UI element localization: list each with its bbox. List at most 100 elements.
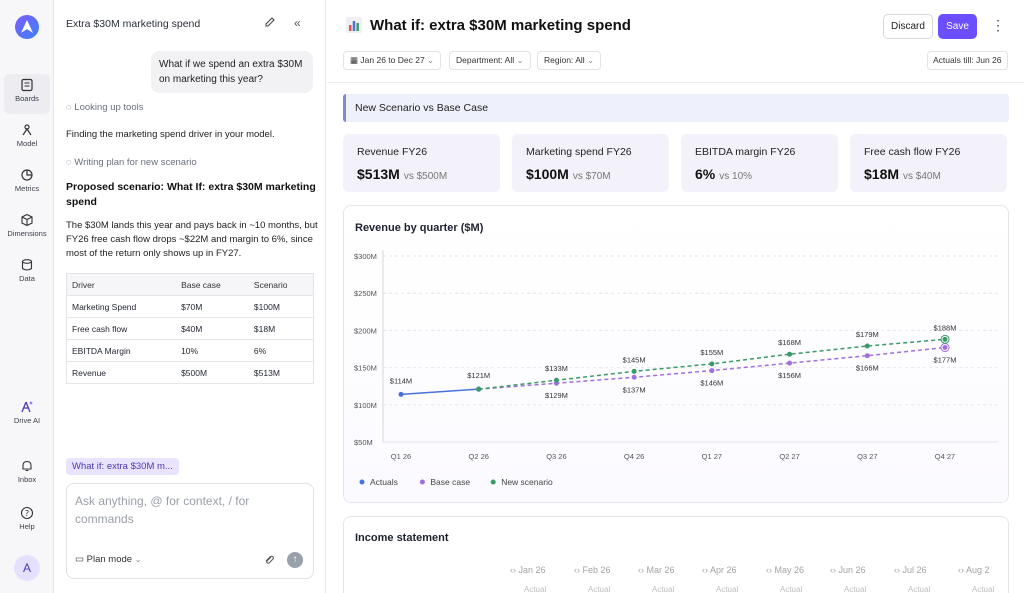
data-label: $156M <box>778 371 801 380</box>
data-point <box>864 353 870 359</box>
kpi-value: $513M <box>357 166 400 182</box>
plan-mode-dropdown[interactable]: ▭ Plan mode ⌄ <box>75 554 141 565</box>
table-cell: $500M <box>176 361 249 384</box>
rail-item-drive-ai[interactable]: Drive AI <box>4 396 50 436</box>
chat-input[interactable] <box>75 492 305 536</box>
table-cell: $513M <box>248 361 314 384</box>
y-tick-label: $200M <box>354 326 377 335</box>
bell-icon <box>22 460 32 472</box>
month-header[interactable]: ‹› Jun 26 <box>830 565 866 575</box>
table-row: Free cash flow $40M $18M <box>66 317 314 340</box>
more-options-icon[interactable]: ⋮ <box>991 17 1005 33</box>
filter-label: Region: All <box>544 55 585 65</box>
month-header[interactable]: ‹› Mar 26 <box>638 565 675 575</box>
rail-item-help[interactable]: ? Help <box>4 502 50 542</box>
month-subheader: Actual <box>652 585 675 593</box>
x-tick-label: Q3 26 <box>546 452 566 461</box>
app-logo[interactable] <box>15 15 39 39</box>
send-button[interactable]: ↑ <box>287 552 303 568</box>
y-tick-label: $250M <box>354 289 377 298</box>
data-point <box>864 343 870 349</box>
kpi-value-row: 6% vs 10% <box>695 166 752 182</box>
filter-label: Jan 26 to Dec 27 <box>360 55 425 65</box>
chart-title: Revenue by quarter ($M) <box>355 222 484 234</box>
revenue-chart-card: Revenue by quarter ($M) $50M $100M $150M $2… <box>343 205 1009 503</box>
month-subheader: Actual <box>908 585 931 593</box>
series-line-actuals <box>400 388 479 396</box>
table-cell: 6% <box>248 339 314 362</box>
y-tick-label: $50M <box>354 438 373 447</box>
income-statement-card: Income statement ‹› Jan 26 Actual ‹› Feb 2… <box>343 516 1009 593</box>
paperclip-icon[interactable] <box>263 554 275 566</box>
month-subheader: Actual <box>780 585 803 593</box>
y-tick-label: $100M <box>354 401 377 410</box>
step-text: Looking up tools <box>74 102 144 113</box>
rail-item-data[interactable]: Data <box>4 254 50 294</box>
drivers-table: Driver Base case Scenario Marketing Spen… <box>66 273 314 384</box>
scenario-context-chip[interactable]: What if: extra $30M m... <box>66 458 179 475</box>
plan-mode-label: Plan mode <box>86 554 133 565</box>
table-cell: Marketing Spend <box>66 295 177 318</box>
rail-label: Boards <box>15 94 39 103</box>
rail-label: Dimensions <box>7 229 47 238</box>
collapse-icon[interactable]: « <box>294 16 301 30</box>
table-cell: $40M <box>176 317 249 340</box>
data-label: $114M <box>390 376 412 385</box>
chevron-down-icon: ⌄ <box>587 55 595 65</box>
page-title: What if: extra $30M marketing spend <box>370 17 631 34</box>
rail-item-boards[interactable]: Boards <box>4 74 50 114</box>
kpi-card-free-cash-flow[interactable]: Free cash flow FY26 $18M vs $40M <box>850 134 1007 192</box>
month-header[interactable]: ‹› May 26 <box>766 565 805 575</box>
kpi-label: Free cash flow FY26 <box>864 146 961 158</box>
table-row: Revenue $500M $513M <box>66 361 314 384</box>
rail-item-dimensions[interactable]: Dimensions <box>4 209 50 249</box>
y-tick-label: $150M <box>354 364 377 373</box>
month-header[interactable]: ‹› Aug 2 <box>958 565 990 575</box>
save-button[interactable]: Save <box>938 14 977 39</box>
kpi-card-ebitda-margin[interactable]: EBITDA margin FY26 6% vs 10% <box>681 134 838 192</box>
month-subheader: Actual <box>716 585 739 593</box>
x-tick-label: Q2 27 <box>779 452 799 461</box>
main-content: What if: extra $30M marketing spend Disc… <box>327 0 1024 593</box>
kpi-card-marketing-spend[interactable]: Marketing spend FY26 $100M vs $70M <box>512 134 669 192</box>
kpi-compare: vs $40M <box>903 171 941 182</box>
user-avatar[interactable]: A <box>14 555 40 581</box>
section-header: New Scenario vs Base Case <box>343 94 1009 122</box>
pie-chart-icon <box>21 169 33 181</box>
table-cell: Free cash flow <box>66 317 177 340</box>
x-tick-label: Q4 27 <box>935 452 955 461</box>
table-cell: $18M <box>248 317 314 340</box>
kpi-compare: vs $70M <box>572 171 611 182</box>
legend-swatch <box>359 479 365 485</box>
x-tick-label: Q4 26 <box>624 452 644 461</box>
data-point <box>631 374 637 380</box>
filter-label: Department: All <box>456 55 515 65</box>
month-header[interactable]: ‹› Feb 26 <box>574 565 611 575</box>
department-filter[interactable]: Department: All ⌄ <box>449 51 531 70</box>
region-filter[interactable]: Region: All ⌄ <box>537 51 602 70</box>
x-tick-label: Q2 26 <box>468 452 488 461</box>
rail-item-metrics[interactable]: Metrics <box>4 164 50 204</box>
rail-item-model[interactable]: Model <box>4 119 50 159</box>
edit-icon[interactable] <box>264 16 276 28</box>
month-header[interactable]: ‹› Apr 26 <box>702 565 737 575</box>
data-label: $137M <box>623 385 646 394</box>
rail-label: Model <box>16 139 38 148</box>
kpi-label: Marketing spend FY26 <box>526 146 632 158</box>
date-range-filter[interactable]: ▦ Jan 26 to Dec 27 ⌄ <box>343 51 442 70</box>
discard-button[interactable]: Discard <box>883 14 933 39</box>
revenue-line-chart: $50M $100M $150M $200M $250M $300M Q1 26 Q2 26 Q… <box>354 250 998 487</box>
rail-item-inbox[interactable]: Inbox <box>4 455 50 495</box>
step-writing-plan: ◌ Writing plan for new scenario <box>66 157 197 168</box>
month-subheader: Actual <box>972 585 995 593</box>
data-label: $133M <box>545 364 568 373</box>
month-header[interactable]: ‹› Jul 26 <box>894 565 927 575</box>
kpi-card-revenue[interactable]: Revenue FY26 $513M vs $500M <box>343 134 500 192</box>
legend-swatch <box>490 479 496 485</box>
chat-composer: ▭ Plan mode ⌄ ↑ <box>66 483 314 579</box>
kpi-value: $18M <box>864 166 900 182</box>
help-icon: ? <box>20 506 34 520</box>
data-label: $146M <box>700 379 723 388</box>
month-header[interactable]: ‹› Jan 26 <box>510 565 546 575</box>
data-point <box>398 391 404 397</box>
